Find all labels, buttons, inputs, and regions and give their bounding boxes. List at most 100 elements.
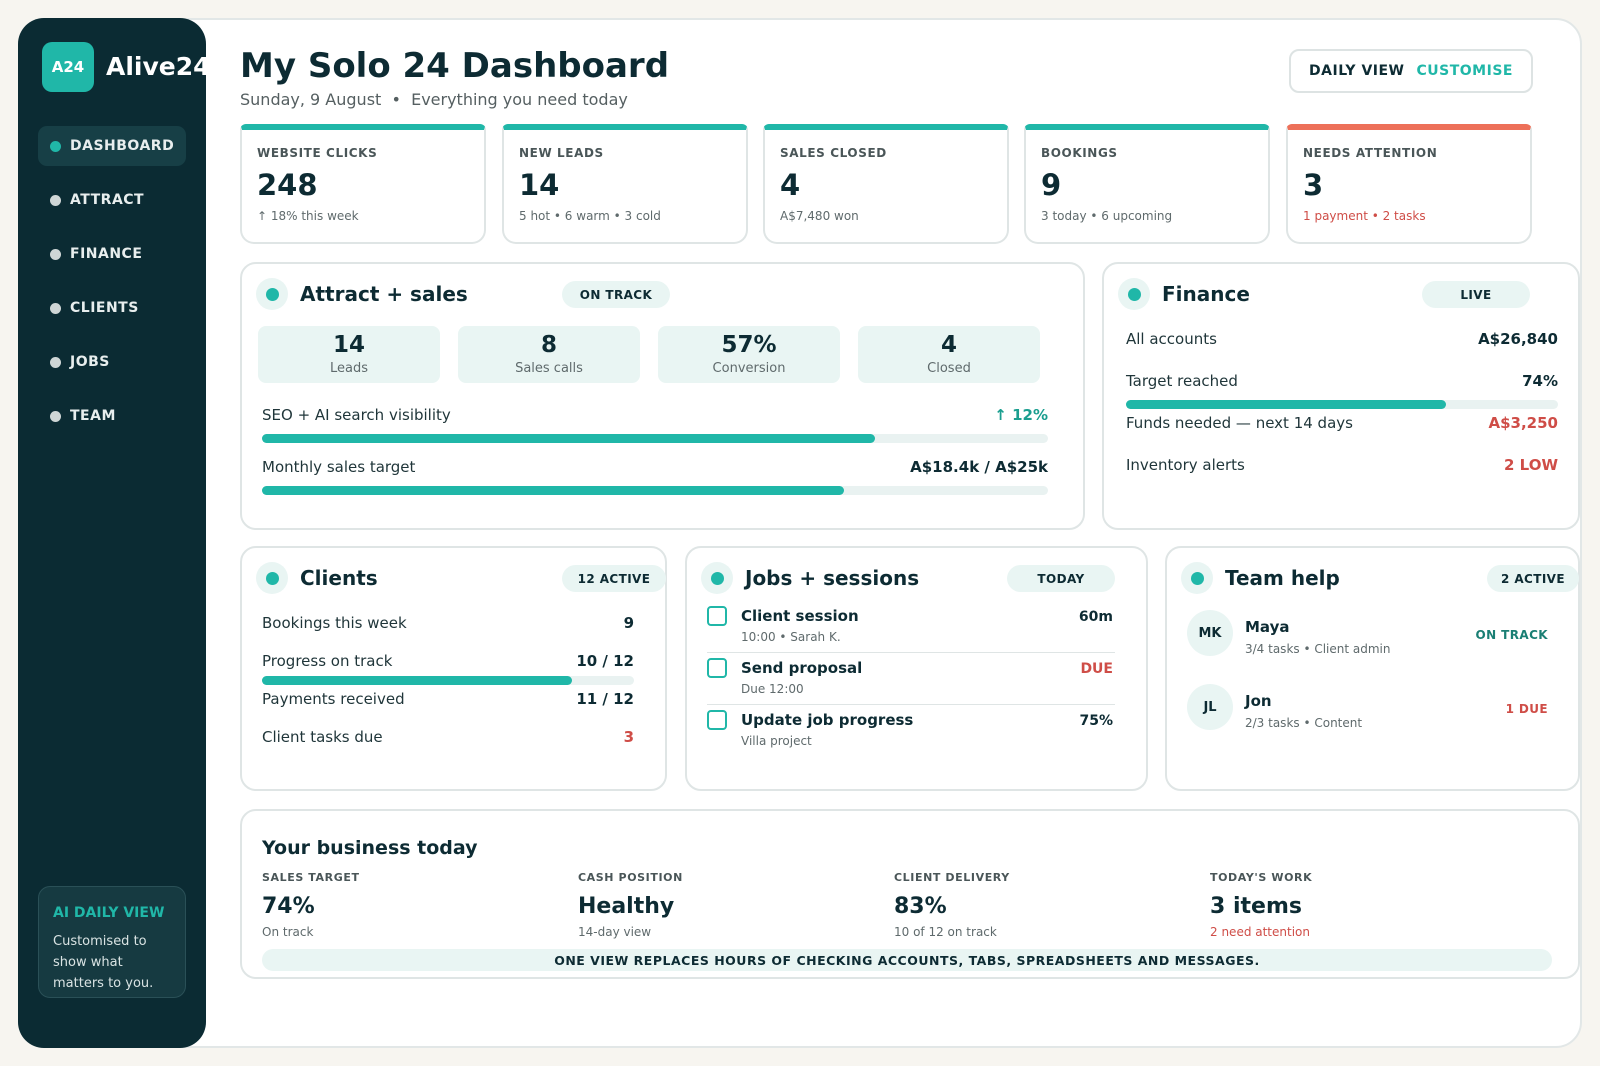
business-today-panel: Your business today SALES TARGET 74% On … (240, 809, 1580, 979)
sales-target-row: Monthly sales target A$18.4k / A$25k (262, 458, 1048, 476)
nav-dot-icon (50, 410, 61, 422)
panel-title: Team help (1225, 566, 1340, 590)
job-item[interactable]: Update job progress Villa project 75% (707, 710, 1119, 754)
nav-dot-icon (50, 140, 61, 152)
sidebar-item-finance[interactable]: FINANCE (38, 234, 186, 274)
target-label: Target reached (1126, 372, 1238, 390)
target-progress-bar (1126, 400, 1558, 409)
tasks-label: Client tasks due (262, 728, 383, 746)
sidebar-item-team[interactable]: TEAM (38, 396, 186, 436)
accounts-value: A$26,840 (1478, 330, 1558, 348)
kpi-value: 3 (1303, 168, 1324, 202)
biz-label: CASH POSITION (578, 871, 683, 884)
sidebar-item-clients[interactable]: CLIENTS (38, 288, 186, 328)
job-title: Client session (741, 607, 859, 625)
kpi-note: 5 hot • 6 warm • 3 cold (519, 209, 661, 223)
checkbox[interactable] (707, 658, 727, 678)
job-meta: Villa project (741, 734, 812, 748)
biz-value: 74% (262, 894, 315, 919)
payments-value: 11 / 12 (576, 690, 634, 708)
metric-value: 8 (540, 332, 557, 358)
sidebar-item-label: TEAM (70, 408, 116, 424)
divider (707, 704, 1115, 705)
logo-badge: A24 (42, 42, 94, 92)
job-value: DUE (1080, 661, 1113, 677)
biz-value: 3 items (1210, 894, 1302, 919)
member-meta: 2/3 tasks • Content (1245, 716, 1363, 730)
nav-dot-icon (50, 194, 61, 206)
kpi-card-needs-attention[interactable]: NEEDS ATTENTION 3 1 payment • 2 tasks (1286, 124, 1532, 244)
job-title: Update job progress (741, 711, 914, 729)
kpi-label: NEEDS ATTENTION (1303, 146, 1438, 160)
biz-note: 10 of 12 on track (894, 925, 997, 939)
seo-value: ↑ 12% (994, 406, 1048, 424)
job-value: 75% (1079, 713, 1113, 729)
sales-progress-bar (262, 486, 1048, 495)
summary-banner: ONE VIEW REPLACES HOURS OF CHECKING ACCO… (262, 949, 1552, 971)
member-name: Maya (1245, 618, 1290, 636)
panel-title: Clients (300, 566, 378, 590)
metric-label: Conversion (712, 361, 786, 376)
biz-cash-position: CASH POSITION Healthy 14-day view (578, 871, 878, 939)
clients-panel: Clients 12 ACTIVE Bookings this week 9 P… (240, 546, 667, 791)
metric-value: 57% (721, 332, 777, 358)
kpi-label: BOOKINGS (1041, 146, 1118, 160)
sidebar-item-dashboard[interactable]: DASHBOARD (38, 126, 186, 166)
biz-note: On track (262, 925, 314, 939)
payments-label: Payments received (262, 690, 405, 708)
checkbox[interactable] (707, 606, 727, 626)
client-progress-bar (262, 676, 634, 685)
inventory-alerts-row: Inventory alerts 2 LOW (1126, 456, 1558, 474)
page-title: My Solo 24 Dashboard (240, 46, 670, 86)
target-value: 74% (1522, 372, 1558, 390)
seo-label: SEO + AI search visibility (262, 406, 451, 424)
job-item[interactable]: Send proposal Due 12:00 DUE (707, 658, 1119, 702)
kpi-label: NEW LEADS (519, 146, 604, 160)
kpi-card-bookings[interactable]: BOOKINGS 9 3 today • 6 upcoming (1024, 124, 1270, 244)
status-badge: TODAY (1007, 565, 1115, 592)
kpi-value: 14 (519, 168, 560, 202)
kpi-card-website-clicks[interactable]: WEBSITE CLICKS 248 ↑ 18% this week (240, 124, 486, 244)
page-date: Sunday, 9 August (240, 90, 382, 109)
biz-client-delivery: CLIENT DELIVERY 83% 10 of 12 on track (894, 871, 1194, 939)
status-dot-icon (256, 278, 288, 310)
page-tagline: Everything you need today (411, 90, 628, 109)
metric-conversion: 57% Conversion (658, 326, 840, 383)
bookings-value: 9 (623, 614, 634, 632)
brand-name: Alive24 (106, 52, 211, 81)
job-meta: Due 12:00 (741, 682, 804, 696)
job-item[interactable]: Client session 10:00 • Sarah K. 60m (707, 606, 1119, 650)
checkbox[interactable] (707, 710, 727, 730)
customise-button[interactable]: CUSTOMISE (1416, 63, 1513, 79)
panel-title: Attract + sales (300, 282, 468, 306)
ai-daily-view-text: Customised to show what matters to you. (53, 934, 154, 991)
metric-value: 14 (332, 332, 365, 358)
member-status: 1 DUE (1505, 702, 1548, 716)
payments-row: Payments received 11 / 12 (262, 690, 634, 708)
avatar: JL (1187, 684, 1233, 730)
seo-progress-fill (262, 434, 876, 443)
status-badge: 12 ACTIVE (562, 565, 666, 592)
job-title: Send proposal (741, 659, 863, 677)
kpi-value: 248 (257, 168, 318, 202)
bookings-label: Bookings this week (262, 614, 407, 632)
page-subtitle: Sunday, 9 August • Everything you need t… (240, 90, 628, 109)
sidebar-item-label: FINANCE (70, 246, 143, 262)
tasks-value: 3 (623, 728, 634, 746)
funds-label: Funds needed — next 14 days (1126, 414, 1353, 432)
sidebar-item-label: CLIENTS (70, 300, 139, 316)
kpi-card-new-leads[interactable]: NEW LEADS 14 5 hot • 6 warm • 3 cold (502, 124, 748, 244)
kpi-card-sales-closed[interactable]: SALES CLOSED 4 A$7,480 won (763, 124, 1009, 244)
metric-label: Closed (927, 361, 971, 376)
metric-sales-calls: 8 Sales calls (458, 326, 640, 383)
nav-dot-icon (50, 356, 61, 368)
metric-closed: 4 Closed (858, 326, 1040, 383)
metric-label: Sales calls (515, 361, 583, 376)
nav-dot-icon (50, 248, 61, 260)
sales-target-value: A$18.4k / A$25k (910, 458, 1048, 476)
finance-panel: Finance LIVE All accounts A$26,840 Targe… (1102, 262, 1580, 530)
biz-label: SALES TARGET (262, 871, 360, 884)
sidebar-item-jobs[interactable]: JOBS (38, 342, 186, 382)
daily-view-button[interactable]: DAILY VIEW (1309, 63, 1405, 79)
sidebar-item-attract[interactable]: ATTRACT (38, 180, 186, 220)
